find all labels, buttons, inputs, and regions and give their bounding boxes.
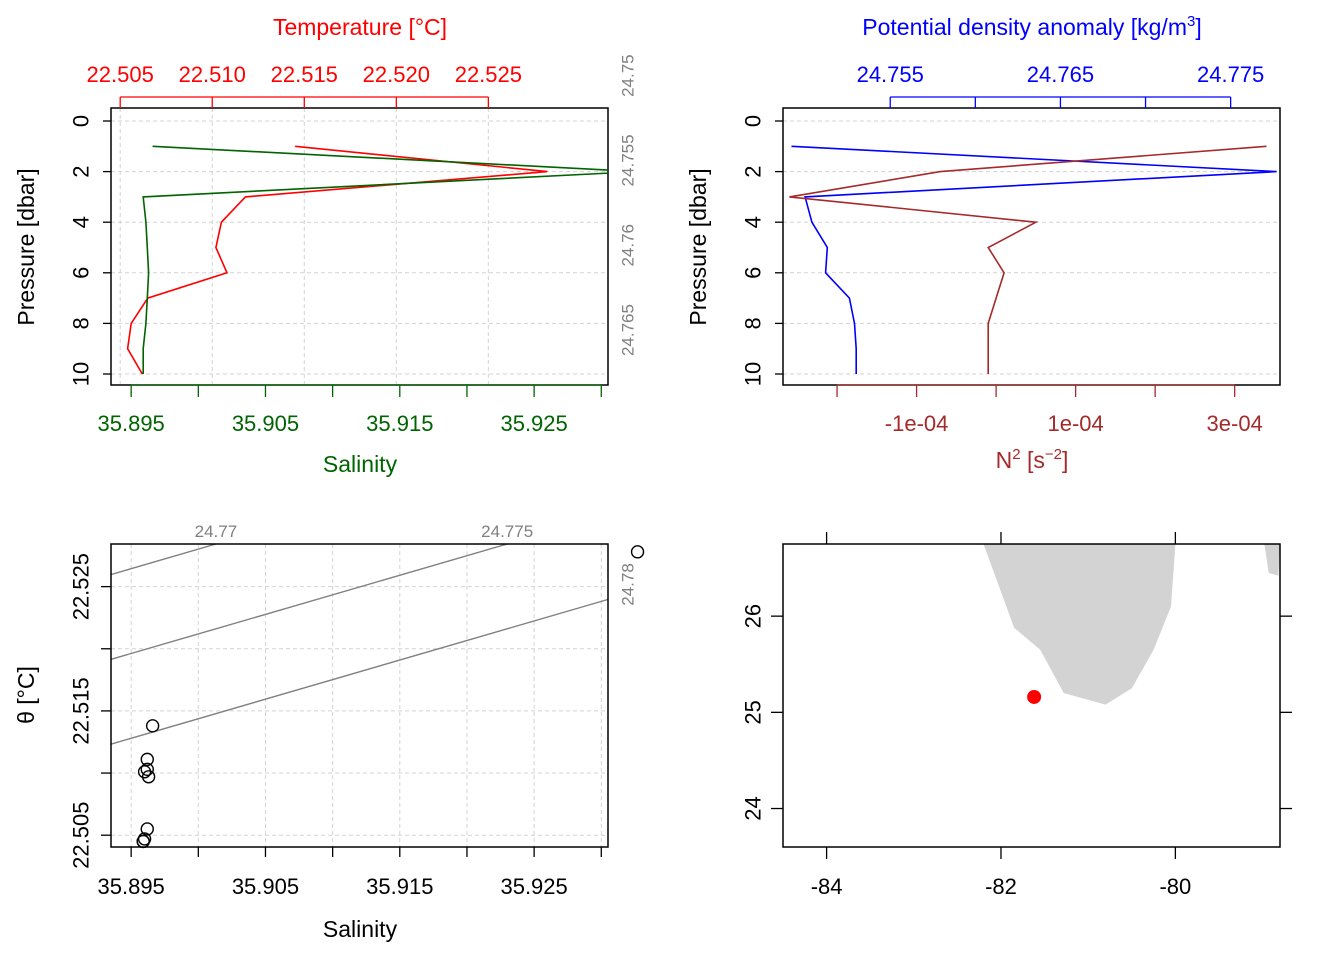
temperature-tick-label: 22.510 [179,62,246,87]
salinity-tick-label: 35.905 [232,411,299,436]
latitude-tick-label: 24 [741,796,766,820]
latitude-tick-label: 26 [741,604,766,628]
ts-point [140,762,154,777]
n2-tick-label: -1e-04 [885,411,949,436]
isopycnal-line [111,598,608,745]
y-tick-label: 10 [741,362,766,386]
x-tick-label: 35.915 [366,874,433,899]
n2-title-sup2: −2 [1045,446,1062,463]
theta-axis-title: θ [°C] [13,666,39,724]
n2-profile-line [789,145,1267,374]
isopycnal-line [111,544,508,661]
ts-point [141,770,156,784]
isopycnal-label: 24.75 [619,54,638,97]
isopycnal-lines [111,544,608,745]
y-tick-label: 0 [69,115,94,127]
salinity-tick-label: 35.915 [366,411,433,436]
isopycnal-label: 24.765 [619,304,638,356]
ts-point [140,752,154,767]
x-tick-label: 35.925 [500,874,567,899]
density-tick-label: 24.765 [1027,62,1094,87]
density-n2-profile-panel: Potential density anomaly [kg/m3] N2 [s−… [685,13,1281,473]
y-tick-label: 2 [741,165,766,177]
n2-tick-label: 1e-04 [1047,411,1103,436]
station-map-panel: -84 -82 -80 24 25 26 [741,532,1292,899]
density-title-end: ] [1195,14,1201,40]
isopycnal-label: 24.78 [619,563,638,606]
ts-point [630,545,645,559]
temperature-tick-label: 22.515 [271,62,338,87]
n2-title-end: ] [1062,447,1068,473]
n2-tick-label: 3e-04 [1207,411,1263,436]
ts-point [137,832,152,846]
land-polygon [1264,544,1280,576]
density-profile-line [791,145,1277,374]
n2-title-main: N [996,447,1013,473]
ts-salinity-axis-title: Salinity [323,916,398,942]
salinity-tick-label: 35.925 [500,411,567,436]
x-tick-label: 35.895 [98,874,165,899]
y-tick-label: 8 [741,317,766,329]
ts-point [145,719,160,733]
ts-point [136,834,150,849]
longitude-tick-label: -84 [811,874,843,899]
density-title-sup: 3 [1187,13,1195,30]
density-tick-label: 24.775 [1197,62,1264,87]
density-tick-label: 24.755 [857,62,924,87]
temperature-axis-title: Temperature [°C] [273,14,447,40]
longitude-tick-label: -82 [985,874,1017,899]
temperature-tick-label: 22.520 [363,62,430,87]
salinity-tick-label: 35.895 [98,411,165,436]
y-tick-label: 10 [69,362,94,386]
density-axis-title: Potential density anomaly [kg/m3] [862,13,1201,40]
pressure-axis-title: Pressure [dbar] [13,168,39,325]
y-tick-label: 4 [741,216,766,228]
profile-lines [126,145,608,375]
ts-diagram-panel: Salinity θ [°C] 24.7524.75524.7624.76524… [13,54,645,942]
y-tick-label: 4 [69,216,94,228]
temperature-salinity-profile-panel: Temperature [°C] Salinity Pressure [dbar… [13,14,609,477]
land-polygon [983,544,1176,705]
longitude-tick-label: -80 [1159,874,1191,899]
y-tick-label: 22.505 [69,802,94,869]
isopycnal-label: 24.775 [481,522,533,541]
plot-frame [110,543,609,848]
plot-frame [110,107,609,386]
temperature-tick-label: 22.525 [455,62,522,87]
profile-lines [789,145,1277,374]
ts-points [136,545,645,849]
temperature-tick-label: 22.505 [87,62,154,87]
density-title-main: Potential density anomaly [kg/m [862,14,1187,40]
isopycnal-label: 24.77 [195,522,238,541]
n2-axis-title: N2 [s−2] [996,446,1069,473]
y-tick-label: 22.525 [69,553,94,620]
station-marker [1027,689,1042,704]
isopycnal-label: 24.76 [619,224,638,267]
pressure-axis-title-2: Pressure [dbar] [685,168,711,325]
temperature-profile-line [126,145,548,375]
n2-title-sup1: 2 [1012,446,1020,463]
n2-title-mid: [s [1021,447,1045,473]
salinity-profile-line [142,145,608,374]
ts-point [140,822,154,836]
salinity-axis-title: Salinity [323,451,398,477]
y-tick-label: 2 [69,165,94,177]
isopycnal-label: 24.755 [619,134,638,186]
y-tick-label: 22.515 [69,677,94,744]
map-frame [782,543,1281,848]
y-tick-label: 8 [69,317,94,329]
y-tick-label: 6 [69,267,94,279]
latitude-tick-label: 25 [741,700,766,724]
y-tick-label: 6 [741,267,766,279]
x-tick-label: 35.905 [232,874,299,899]
y-tick-label: 0 [741,115,766,127]
land-group [983,544,1280,705]
